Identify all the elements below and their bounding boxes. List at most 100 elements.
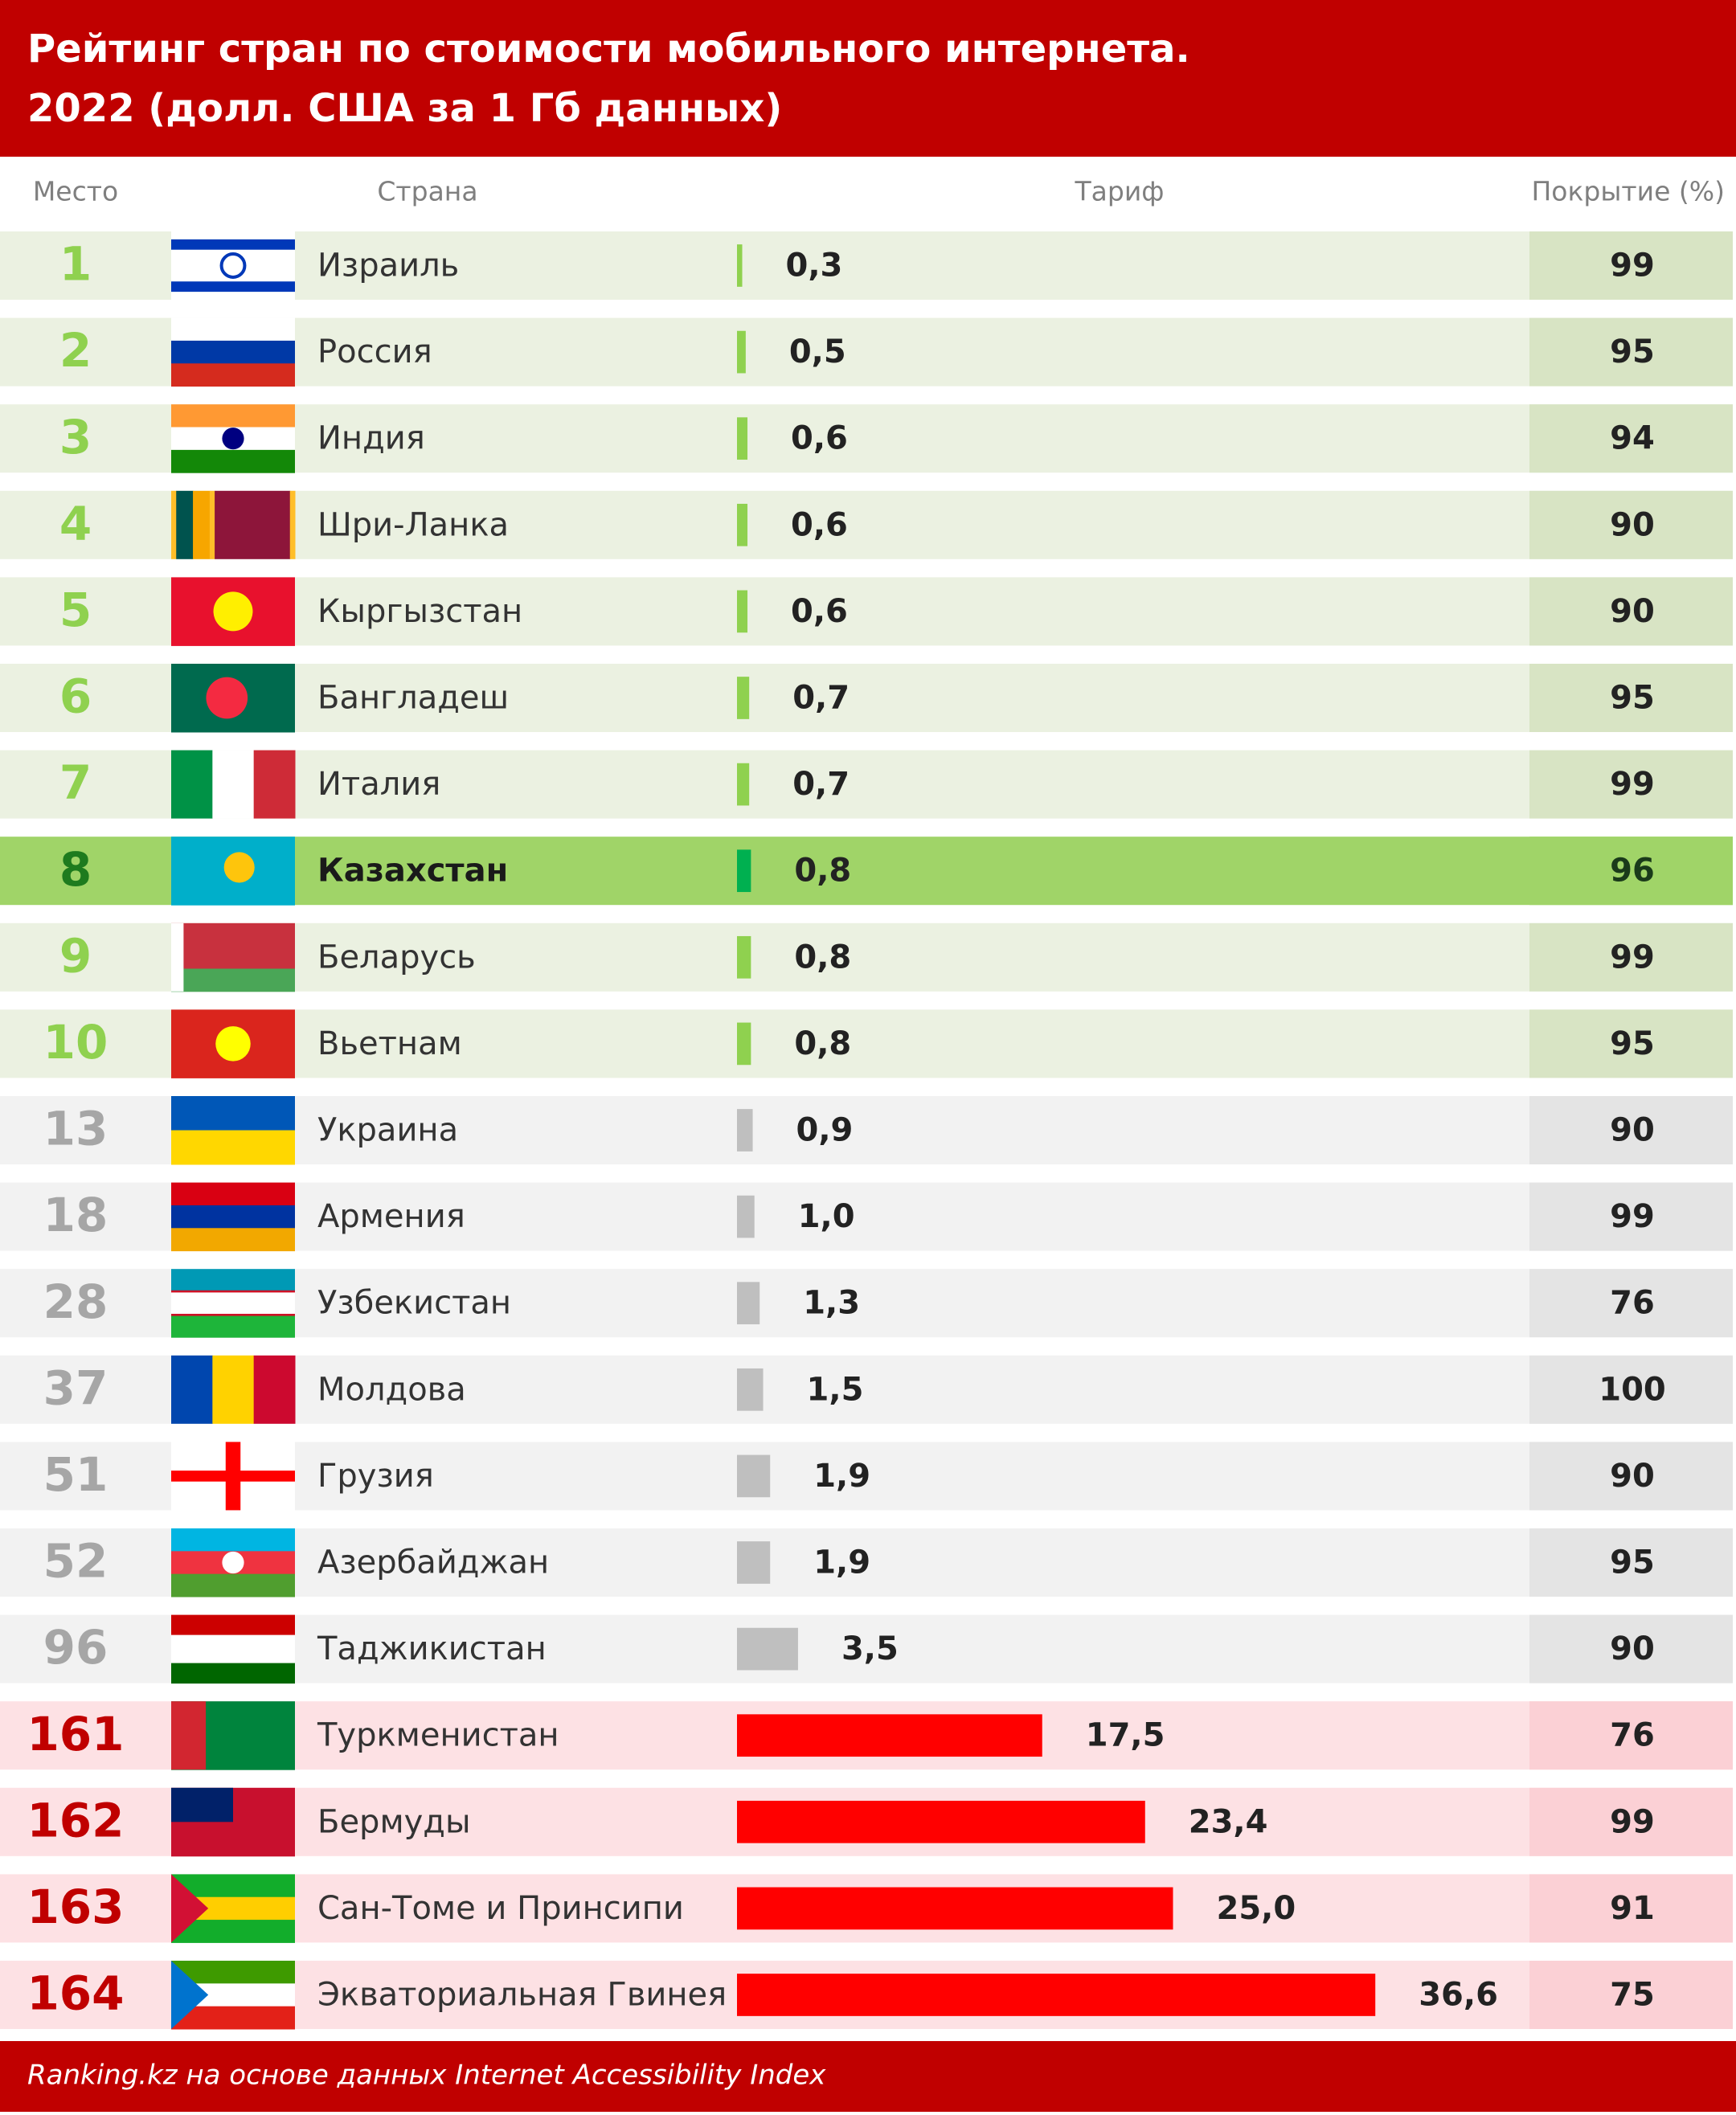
country-name: Армения (317, 1198, 465, 1235)
flag-stripe (193, 490, 211, 559)
country-flag (171, 1096, 295, 1165)
coverage-cell (1529, 750, 1733, 819)
flag-stripe (209, 490, 215, 559)
flag-stripe (171, 2006, 295, 2030)
country-name: Таджикистан (317, 1630, 547, 1667)
tariff-bar (737, 1887, 1173, 1930)
coverage-value: 95 (1610, 1544, 1655, 1581)
country-flag (171, 837, 295, 906)
tariff-bar (737, 763, 750, 806)
tariff-bar (737, 1454, 771, 1498)
coverage-cell (1529, 1701, 1733, 1770)
country-name: Вьетнам (317, 1025, 462, 1062)
flag-stripe (171, 1292, 295, 1315)
rank: 4 (59, 496, 92, 550)
rank: 2 (59, 323, 92, 378)
flag-emblem (215, 1026, 251, 1062)
flag-stripe (171, 340, 295, 364)
coverage-cell (1529, 1182, 1733, 1251)
coverage-cell (1529, 1787, 1733, 1856)
country-flag (171, 1528, 295, 1598)
coverage-cell (1529, 1961, 1733, 2029)
rank: 13 (43, 1102, 108, 1156)
country-name: Беларусь (317, 939, 476, 976)
rank: 6 (59, 669, 92, 724)
tariff-label: 0,7 (792, 680, 850, 717)
footer-band (0, 2041, 1736, 2112)
rank: 8 (59, 842, 92, 897)
coverage-value: 99 (1610, 1803, 1655, 1840)
tariff-label: 23,4 (1189, 1803, 1268, 1840)
country-flag (171, 1009, 295, 1078)
country-flag (171, 1874, 295, 1943)
coverage-cell (1529, 1355, 1733, 1424)
flag-stripe (171, 1315, 295, 1338)
coverage-cell (1529, 664, 1733, 732)
rank: 28 (43, 1274, 108, 1329)
rank: 96 (43, 1620, 108, 1675)
flag-stripe (171, 922, 295, 969)
column-header: Место (33, 176, 118, 207)
tariff-bar (737, 1627, 798, 1671)
country-name: Экваториальная Гвинея (317, 1977, 727, 2014)
flag-stripe (171, 239, 295, 251)
country-name: Израиль (317, 248, 459, 284)
coverage-value: 99 (1610, 248, 1655, 284)
rank: 18 (43, 1188, 108, 1242)
coverage-value: 95 (1610, 1025, 1655, 1062)
country-flag (171, 317, 295, 387)
flag-stripe (171, 1205, 295, 1229)
coverage-cell (1529, 1096, 1733, 1164)
country-name: Туркменистан (317, 1717, 559, 1754)
tariff-label: 25,0 (1217, 1890, 1296, 1927)
flag-stripe (171, 1573, 295, 1598)
country-name: Казахстан (317, 853, 508, 890)
coverage-value: 90 (1610, 1458, 1655, 1495)
coverage-cell (1529, 837, 1733, 906)
country-name: Индия (317, 420, 425, 457)
coverage-cell (1529, 1009, 1733, 1078)
flag-stripe (171, 1130, 295, 1165)
country-flag (171, 922, 295, 992)
coverage-value: 91 (1610, 1890, 1655, 1927)
rank: 164 (27, 1966, 124, 2021)
tariff-label: 0,8 (794, 853, 851, 890)
flag-stripe (171, 292, 295, 301)
flag-stripe (171, 404, 295, 428)
coverage-value: 99 (1610, 1198, 1655, 1235)
country-name: Украина (317, 1112, 458, 1149)
coverage-value: 99 (1610, 766, 1655, 803)
flag-stripe (176, 490, 194, 559)
rank: 9 (59, 928, 92, 983)
country-name: Россия (317, 333, 432, 370)
flag-emblem (213, 591, 253, 632)
rank: 162 (27, 1793, 124, 1847)
flag-stripe (171, 281, 295, 292)
tariff-label: 0,3 (786, 248, 843, 284)
country-flag (171, 1182, 295, 1252)
coverage-value: 76 (1610, 1717, 1655, 1754)
flag-stripe (171, 317, 295, 342)
country-flag (171, 1961, 295, 2030)
source-note: Ranking.kz на основе данных Internet Acc… (27, 2060, 826, 2092)
tariff-label: 0,6 (791, 593, 848, 630)
rank: 37 (43, 1360, 108, 1415)
flag-stripe (171, 490, 177, 559)
chart-title: Рейтинг стран по стоимости мобильного ин… (27, 27, 1190, 72)
flag-stripe (171, 968, 295, 992)
rank: 3 (59, 410, 92, 464)
flag-emblem (206, 677, 248, 719)
coverage-value: 96 (1610, 853, 1655, 890)
country-name: Кыргызстан (317, 593, 522, 630)
rank: 10 (43, 1015, 108, 1070)
flag-stripe (253, 750, 296, 819)
coverage-cell (1529, 922, 1733, 992)
tariff-label: 0,5 (789, 333, 846, 370)
rank: 52 (43, 1534, 108, 1589)
country-flag (171, 1442, 295, 1511)
flag-stripe (171, 231, 295, 240)
flag-stripe (171, 1269, 295, 1291)
flag-stripe (215, 490, 291, 559)
country-flag (171, 1787, 295, 1857)
